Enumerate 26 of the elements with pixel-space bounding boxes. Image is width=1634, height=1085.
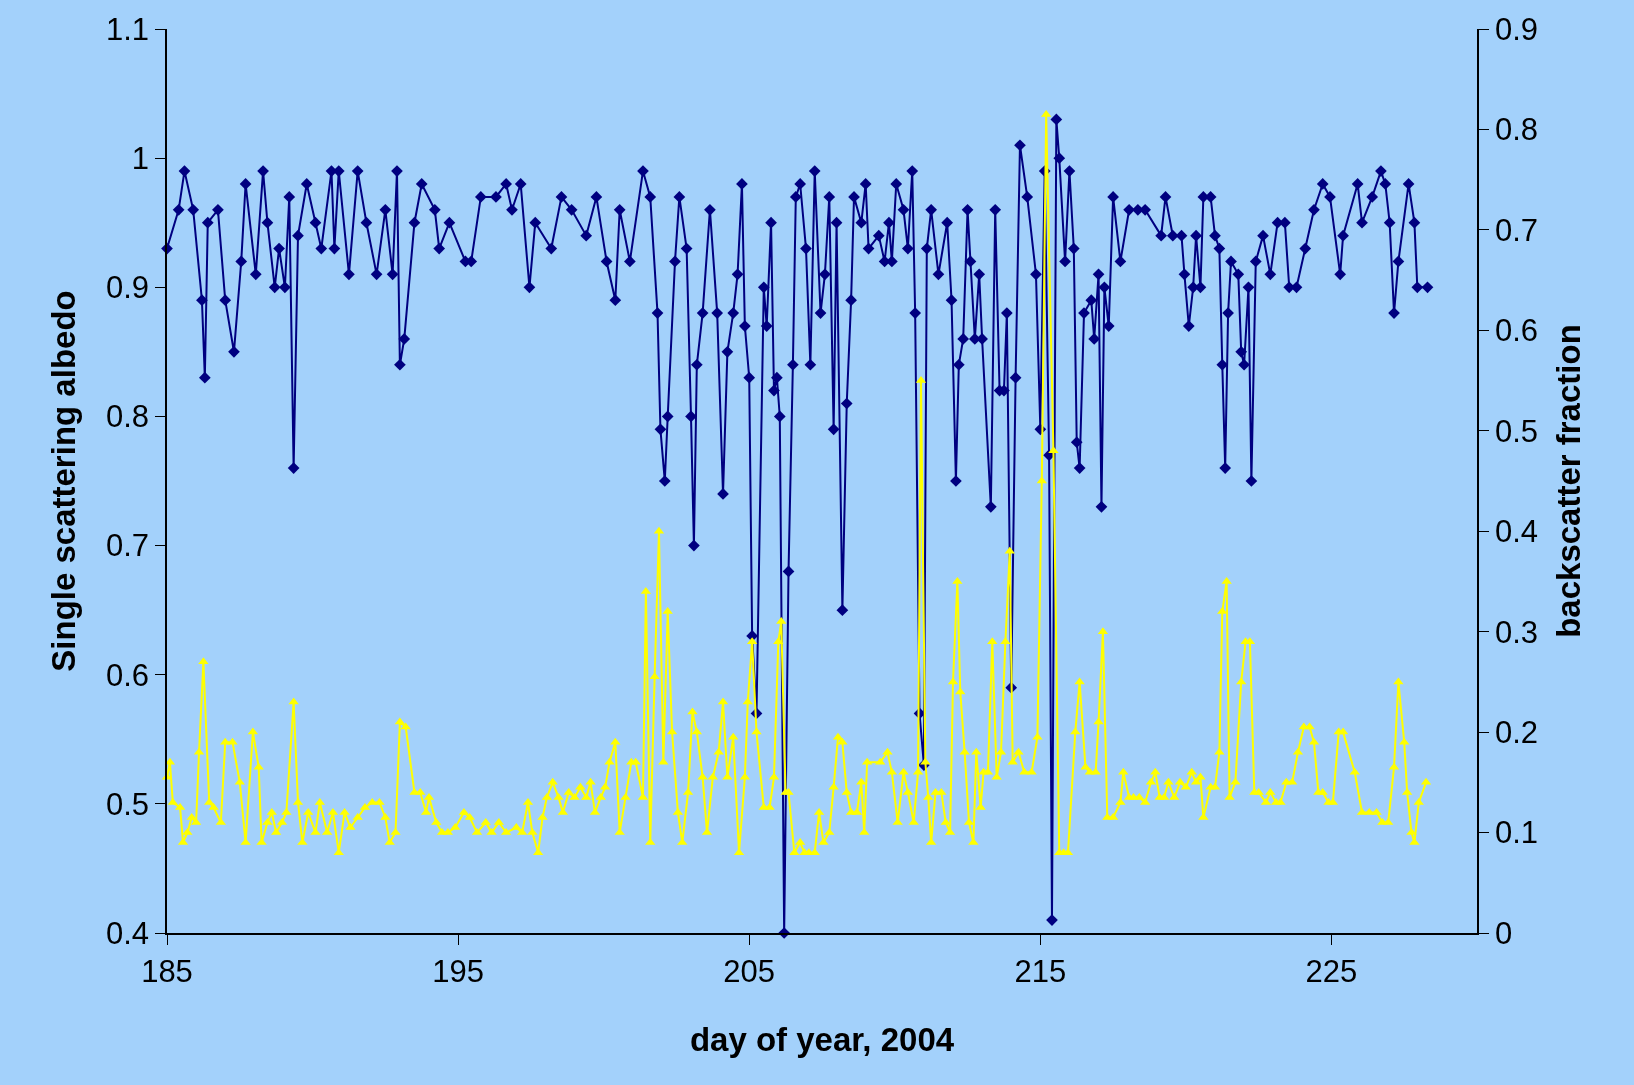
y2-tick-label: 0.6 [1494, 313, 1539, 349]
x-tick-label: 215 [1014, 953, 1067, 989]
y2-tick-label: 0.7 [1494, 212, 1539, 248]
x-tick-label: 225 [1305, 953, 1358, 989]
y-tick-label: 0.9 [105, 270, 150, 306]
x-axis-title: day of year, 2004 [689, 1021, 955, 1059]
y2-tick-label: 0.9 [1494, 11, 1539, 47]
y-tick-label: 1 [131, 140, 150, 176]
y-tick-label: 0.6 [105, 657, 150, 693]
y2-tick-label: 0.8 [1494, 112, 1539, 148]
y-tick-label: 1.1 [105, 11, 150, 47]
y-tick-label: 0.8 [105, 399, 150, 435]
y2-axis-title: backscatter fraction [1550, 324, 1588, 638]
x-tick-label: 205 [723, 953, 776, 989]
y2-tick-label: 0.5 [1494, 413, 1539, 449]
y-tick-label: 0.4 [105, 915, 150, 951]
y2-tick-label: 0 [1494, 915, 1513, 951]
y2-tick-label: 0.3 [1494, 614, 1539, 650]
y-tick-label: 0.5 [105, 786, 150, 822]
y2-tick-label: 0.2 [1494, 714, 1539, 750]
x-tick-label: 185 [141, 953, 193, 989]
y-axis-title: Single scattering albedo [45, 290, 83, 672]
y2-tick-label: 0.1 [1494, 815, 1539, 851]
y-tick-label: 0.7 [105, 528, 150, 564]
y2-tick-label: 0.4 [1494, 514, 1539, 550]
x-tick-label: 195 [432, 953, 484, 989]
